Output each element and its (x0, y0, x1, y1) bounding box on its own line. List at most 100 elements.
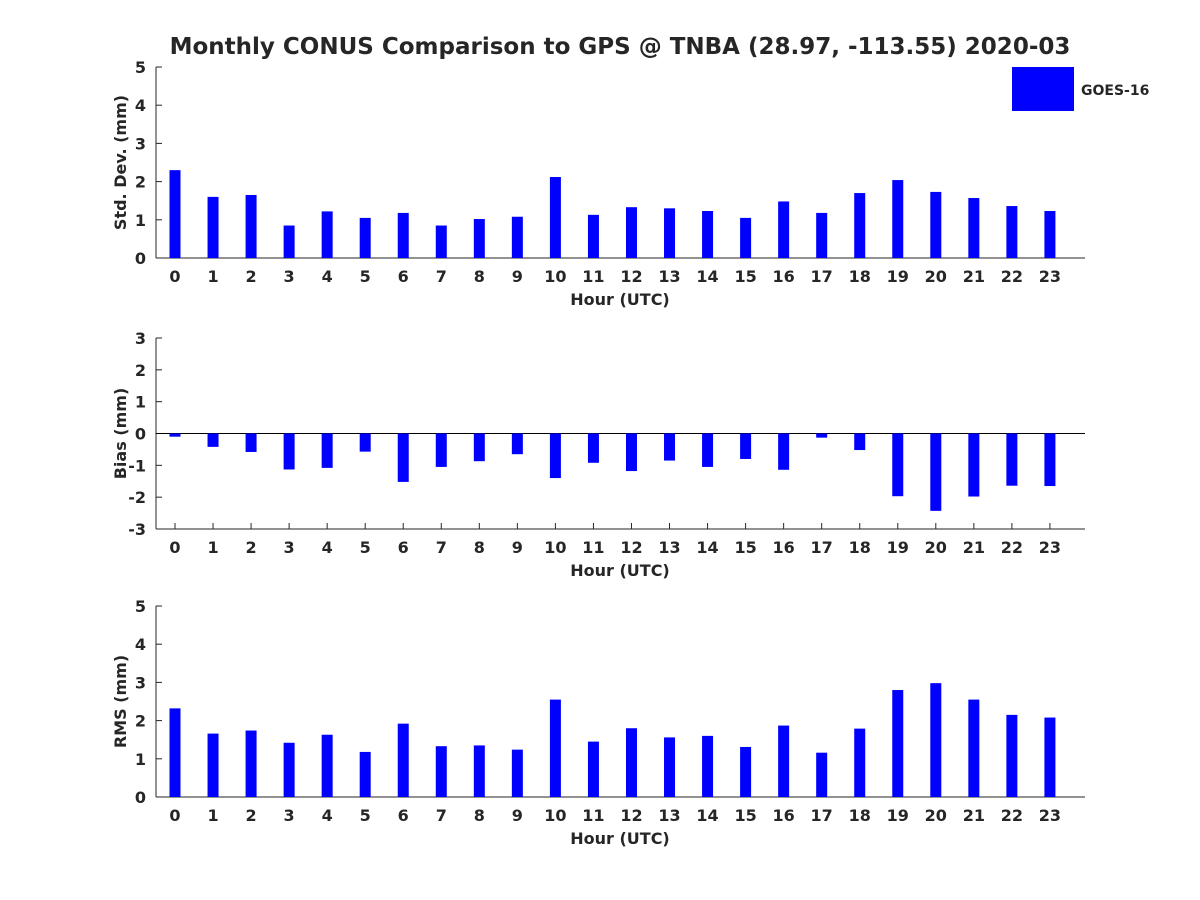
stddev-y-tick-label: 1 (135, 211, 146, 230)
stddev-bar-hour-0 (169, 170, 181, 258)
rms-bar-hour-0 (169, 708, 181, 797)
stddev-x-tick-label: 16 (773, 267, 795, 286)
bias-x-tick-label: 1 (207, 538, 218, 557)
rms-x-tick-label: 5 (360, 806, 371, 825)
rms-x-tick-label: 8 (474, 806, 485, 825)
stddev-bar-hour-14 (702, 211, 714, 258)
stddev-x-tick-label: 14 (696, 267, 718, 286)
rms-x-tick-label: 15 (734, 806, 756, 825)
rms-x-tick-label: 3 (284, 806, 295, 825)
rms-x-tick-label: 2 (246, 806, 257, 825)
stddev-x-tick-label: 12 (620, 267, 642, 286)
bias-bar-hour-9 (511, 433, 523, 455)
stddev-y-axis-label: Std. Dev. (mm) (111, 95, 130, 230)
stddev-x-tick-label: 22 (1001, 267, 1023, 286)
rms-bar-hour-4 (321, 734, 333, 797)
bias-x-tick-label: 18 (849, 538, 871, 557)
rms-bar-hour-22 (1006, 714, 1018, 797)
stddev-x-tick-label: 20 (925, 267, 947, 286)
stddev-bar-hour-18 (854, 193, 866, 258)
bias-bar-hour-2 (245, 433, 257, 452)
rms-bar-hour-8 (473, 745, 485, 797)
stddev-x-tick-label: 4 (322, 267, 333, 286)
rms-y-axis-label: RMS (mm) (111, 655, 130, 748)
stddev-bar-hour-6 (397, 212, 409, 258)
bias-x-tick-label: 8 (474, 538, 485, 557)
rms-bar-hour-15 (740, 746, 752, 797)
bias-bar-hour-11 (587, 433, 599, 463)
rms-x-tick-label: 20 (925, 806, 947, 825)
rms-x-tick-label: 10 (544, 806, 566, 825)
bias-x-tick-label: 11 (582, 538, 604, 557)
rms-y-tick-label: 0 (135, 788, 146, 807)
stddev-bar-hour-5 (359, 217, 371, 258)
stddev-bar-hour-19 (892, 180, 904, 258)
bias-y-tick-label: 3 (135, 329, 146, 348)
rms-x-tick-label: 17 (811, 806, 833, 825)
stddev-x-tick-label: 23 (1039, 267, 1061, 286)
rms-y-tick-label: 4 (135, 635, 146, 654)
rms-bar-hour-1 (207, 733, 219, 797)
bias-x-tick-label: 3 (284, 538, 295, 557)
rms-bar-hour-12 (625, 728, 637, 797)
bias-bar-hour-6 (397, 433, 409, 482)
bias-x-tick-label: 14 (696, 538, 718, 557)
stddev-bar-hour-9 (511, 216, 523, 258)
bias-x-tick-label: 19 (887, 538, 909, 557)
stddev-y-tick-label: 4 (135, 96, 146, 115)
stddev-x-tick-label: 7 (436, 267, 447, 286)
bias-bar-hour-10 (549, 433, 561, 479)
rms-x-tick-label: 11 (582, 806, 604, 825)
rms-x-tick-label: 23 (1039, 806, 1061, 825)
bias-x-tick-label: 13 (658, 538, 680, 557)
rms-bar-hour-10 (549, 699, 561, 797)
bias-x-tick-label: 0 (169, 538, 180, 557)
stddev-x-tick-label: 15 (734, 267, 756, 286)
bias-y-tick-label: -2 (128, 488, 146, 507)
bias-bar-hour-17 (816, 433, 828, 438)
rms-bar-hour-19 (892, 690, 904, 797)
rms-bar-hour-5 (359, 751, 371, 797)
rms-x-tick-label: 6 (398, 806, 409, 825)
bias-bar-hour-19 (892, 433, 904, 497)
stddev-x-tick-label: 1 (207, 267, 218, 286)
rms-x-axis-label: Hour (UTC) (570, 829, 670, 848)
bias-x-tick-label: 2 (246, 538, 257, 557)
rms-x-tick-label: 4 (322, 806, 333, 825)
rms-bar-hour-13 (664, 737, 676, 797)
rms-x-tick-label: 13 (658, 806, 680, 825)
rms-y-tick-label: 5 (135, 597, 146, 616)
bias-bar-hour-1 (207, 433, 219, 447)
stddev-bar-hour-8 (473, 219, 485, 258)
bias-x-tick-label: 5 (360, 538, 371, 557)
bias-x-tick-label: 21 (963, 538, 985, 557)
stddev-bar-hour-1 (207, 196, 219, 258)
rms-x-tick-label: 16 (773, 806, 795, 825)
bias-x-tick-label: 10 (544, 538, 566, 557)
bias-y-tick-label: 1 (135, 393, 146, 412)
rms-x-tick-label: 19 (887, 806, 909, 825)
stddev-bar-hour-20 (930, 191, 942, 258)
stddev-x-axis-label: Hour (UTC) (570, 290, 670, 309)
stddev-x-tick-label: 6 (398, 267, 409, 286)
bias-x-tick-label: 17 (811, 538, 833, 557)
legend-label: GOES-16 (1081, 83, 1149, 99)
stddev-x-tick-label: 9 (512, 267, 523, 286)
stddev-bar-hour-17 (816, 212, 828, 258)
stddev-x-tick-label: 5 (360, 267, 371, 286)
bias-x-tick-label: 22 (1001, 538, 1023, 557)
bias-bar-hour-18 (854, 433, 866, 451)
stddev-y-tick-label: 3 (135, 134, 146, 153)
bias-x-tick-label: 9 (512, 538, 523, 557)
bias-bar-hour-23 (1044, 433, 1056, 487)
rms-x-tick-label: 1 (207, 806, 218, 825)
stddev-bar-hour-16 (778, 201, 790, 258)
bias-bar-hour-8 (473, 433, 485, 462)
bias-x-tick-label: 7 (436, 538, 447, 557)
bias-bar-hour-0 (169, 433, 181, 437)
rms-x-tick-label: 18 (849, 806, 871, 825)
bias-bar-hour-22 (1006, 433, 1018, 486)
stddev-y-tick-label: 2 (135, 173, 146, 192)
